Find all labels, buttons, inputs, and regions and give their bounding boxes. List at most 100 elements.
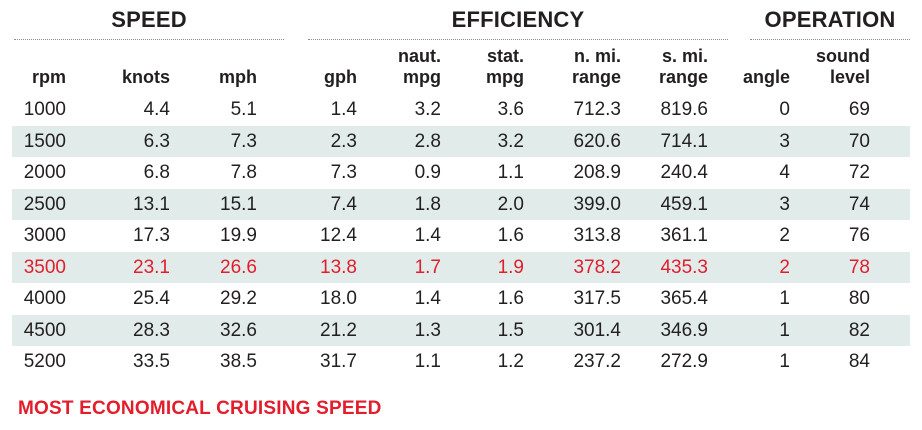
cell-mph: 15.1 [220,193,257,215]
cell-smi-range: 272.9 [660,351,708,372]
cell-naut-mpg: 3.2 [414,99,441,120]
column-header-angle: angle [742,67,790,87]
column-header-gph: gph [324,67,357,87]
cell-gph: 31.7 [320,351,357,372]
column-header-nmi-range: n. mi. range [571,46,621,87]
cell-naut-mpg: 1.4 [414,225,441,246]
table-row: 1000 4.4 5.1 1.4 3.2 3.6 712.3 819.6 0 69 [12,94,910,126]
cell-sound-level: 69 [848,99,870,120]
cell-rpm: 5200 [23,351,66,372]
cell-naut-mpg: 1.4 [414,288,441,309]
cell-sound-level: 84 [848,351,870,372]
cell-angle: 4 [779,162,790,183]
table-row: 4500 28.3 32.6 21.2 1.3 1.5 301.4 346.9 1 82 [12,314,910,346]
cell-knots: 17.3 [133,225,170,246]
cell-stat-mpg: 1.1 [497,162,524,183]
cell-smi-range: 240.4 [660,162,708,183]
group-header-speed: SPEED [14,6,284,40]
cell-rpm: 2500 [23,193,66,215]
cell-naut-mpg: 2.8 [414,130,441,152]
cell-angle: 1 [779,319,790,341]
cell-naut-mpg: 0.9 [414,162,441,183]
cell-angle: 0 [779,99,790,120]
cell-mph: 26.6 [220,256,257,278]
cell-sound-level: 74 [848,193,870,215]
cell-gph: 18.0 [320,288,357,309]
cell-stat-mpg: 1.6 [497,225,524,246]
cell-rpm: 1500 [23,130,66,152]
cell-stat-mpg: 1.9 [497,256,524,278]
cell-naut-mpg: 1.7 [414,256,441,278]
cell-naut-mpg: 1.3 [414,319,441,341]
cell-knots: 23.1 [133,256,170,278]
cell-nmi-range: 313.8 [573,225,621,246]
cell-mph: 5.1 [230,99,257,120]
cell-knots: 13.1 [133,193,170,215]
cell-nmi-range: 237.2 [573,351,621,372]
table-row: 1500 6.3 7.3 2.3 2.8 3.2 620.6 714.1 3 70 [12,125,910,157]
cell-angle: 1 [779,351,790,372]
cell-nmi-range: 301.4 [573,319,621,341]
cell-knots: 4.4 [143,99,170,120]
table-row: 5200 33.5 38.5 31.7 1.1 1.2 237.2 272.9 1 84 [12,346,910,378]
cell-sound-level: 70 [848,130,870,152]
cell-mph: 7.3 [230,130,257,152]
footnote: MOST ECONOMICAL CRUISING SPEED [18,398,382,419]
cell-angle: 3 [779,193,790,215]
cell-naut-mpg: 1.8 [414,193,441,215]
cell-rpm: 3500 [23,256,66,278]
table-row: 2500 13.1 15.1 7.4 1.8 2.0 399.0 459.1 3 74 [12,188,910,220]
cell-gph: 21.2 [320,319,357,341]
cell-nmi-range: 620.6 [573,130,621,152]
cell-nmi-range: 399.0 [573,193,621,215]
cell-gph: 7.4 [330,193,357,215]
table-row: 3000 17.3 19.9 12.4 1.4 1.6 313.8 361.1 2 76 [12,220,910,252]
table-row: 4000 25.4 29.2 18.0 1.4 1.6 317.5 365.4 1 80 [12,283,910,315]
cell-smi-range: 346.9 [660,319,708,341]
cell-stat-mpg: 2.0 [497,193,524,215]
column-header-mph: mph [219,67,257,87]
cell-mph: 38.5 [220,351,257,372]
cell-rpm: 3000 [23,225,66,246]
cell-rpm: 4000 [23,288,66,309]
cell-nmi-range: 712.3 [573,99,621,120]
cell-nmi-range: 317.5 [573,288,621,309]
cell-knots: 25.4 [133,288,170,309]
cell-sound-level: 82 [848,319,870,341]
cell-mph: 7.8 [230,162,257,183]
table-row: 2000 6.8 7.8 7.3 0.9 1.1 208.9 240.4 4 72 [12,157,910,189]
cell-rpm: 4500 [23,319,66,341]
cell-mph: 29.2 [220,288,257,309]
cell-nmi-range: 208.9 [573,162,621,183]
cell-stat-mpg: 3.6 [497,99,524,120]
group-header-efficiency: EFFICIENCY [308,6,728,40]
cell-sound-level: 78 [848,256,870,278]
table-row-highlighted: 3500 23.1 26.6 13.8 1.7 1.9 378.2 435.3 2 78 [12,251,910,283]
cell-stat-mpg: 1.5 [497,319,524,341]
cell-mph: 32.6 [220,319,257,341]
cell-mph: 19.9 [220,225,257,246]
cell-angle: 2 [779,225,790,246]
cell-knots: 6.8 [143,162,170,183]
cell-smi-range: 459.1 [660,193,708,215]
cell-sound-level: 76 [848,225,870,246]
cell-angle: 2 [779,256,790,278]
cell-gph: 2.3 [330,130,357,152]
cell-knots: 6.3 [143,130,170,152]
cell-smi-range: 365.4 [660,288,708,309]
cell-rpm: 1000 [23,99,66,120]
cell-smi-range: 361.1 [660,225,708,246]
column-header-knots: knots [121,67,170,87]
column-header-naut-mpg: naut. mpg [398,46,441,87]
cell-angle: 1 [779,288,790,309]
cell-gph: 12.4 [320,225,357,246]
cell-rpm: 2000 [23,162,66,183]
cell-sound-level: 72 [848,162,870,183]
cell-smi-range: 819.6 [660,99,708,120]
cell-sound-level: 80 [848,288,870,309]
cell-smi-range: 714.1 [660,130,708,152]
cell-nmi-range: 378.2 [573,256,621,278]
column-header-sound-level: sound level [816,46,870,87]
cell-knots: 28.3 [133,319,170,341]
column-header-stat-mpg: stat. mpg [486,46,524,87]
